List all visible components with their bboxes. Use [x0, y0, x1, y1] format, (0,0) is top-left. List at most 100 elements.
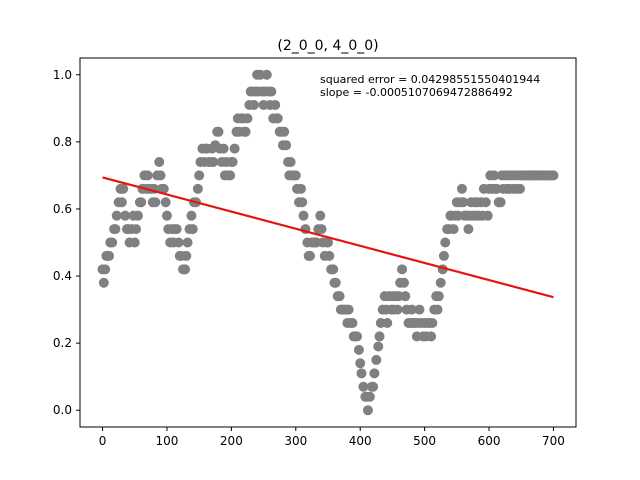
data-point: [116, 197, 127, 208]
data-point: [456, 183, 467, 194]
data-point: [186, 210, 197, 221]
data-point: [358, 381, 369, 392]
plot-area: 0 100 200 300 400 500 600 700 0.0 0.2 0.4 0.6 0.8 1.…: [53, 57, 577, 448]
x-tick-label: 100: [156, 434, 179, 448]
data-point: [438, 250, 449, 261]
data-point: [192, 183, 203, 194]
data-point: [355, 358, 366, 369]
data-point: [489, 170, 500, 181]
y-tick-label: 0.4: [53, 269, 72, 283]
data-point: [182, 237, 193, 248]
data-point: [187, 224, 198, 235]
data-point: [435, 277, 446, 288]
data-point: [351, 331, 362, 342]
data-point: [328, 264, 339, 275]
chart-title: (2_0_0, 4_0_0): [277, 38, 378, 54]
data-point: [362, 405, 373, 416]
data-point: [495, 197, 506, 208]
data-point: [353, 344, 364, 355]
x-tick-label: 500: [413, 434, 436, 448]
data-point: [218, 143, 229, 154]
data-point: [374, 331, 385, 342]
data-point: [368, 381, 379, 392]
x-tick-label: 300: [284, 434, 307, 448]
y-tick-label: 0.8: [53, 135, 72, 149]
x-tick-label: 400: [349, 434, 372, 448]
data-point: [118, 183, 129, 194]
data-point: [397, 264, 408, 275]
regression-line: [102, 176, 554, 299]
data-point: [266, 86, 277, 97]
data-point: [111, 210, 122, 221]
data-point: [129, 237, 140, 248]
y-axis: 0.0 0.2 0.4 0.6 0.8 1.0: [53, 68, 80, 417]
data-point: [132, 210, 143, 221]
data-point: [356, 368, 367, 379]
data-point: [98, 277, 109, 288]
data-point: [120, 210, 131, 221]
data-point: [440, 237, 451, 248]
data-point: [248, 99, 259, 110]
data-point: [242, 113, 253, 124]
x-axis: 0 100 200 300 400 500 600 700: [99, 427, 565, 448]
data-point: [281, 140, 292, 151]
data-point: [103, 250, 114, 261]
data-point: [324, 250, 335, 261]
data-point: [315, 210, 326, 221]
data-point: [334, 291, 345, 302]
data-point: [279, 126, 290, 137]
data-point: [463, 224, 474, 235]
data-point: [194, 170, 205, 181]
data-point: [392, 304, 403, 315]
data-point: [100, 264, 111, 275]
data-point: [400, 291, 411, 302]
data-point: [432, 304, 443, 315]
data-point: [414, 304, 425, 315]
data-point: [406, 304, 417, 315]
data-point: [158, 183, 169, 194]
data-point: [150, 197, 161, 208]
data-point: [382, 318, 393, 329]
annotation-squared-error: squared error = 0.04298551550401944: [320, 73, 540, 86]
data-point: [548, 170, 559, 181]
data-point: [261, 69, 272, 80]
data-point: [181, 250, 192, 261]
data-point: [482, 210, 493, 221]
data-point: [330, 277, 341, 288]
data-point: [399, 277, 410, 288]
data-point: [426, 331, 437, 342]
data-point: [131, 224, 142, 235]
x-tick-label: 700: [542, 434, 565, 448]
data-point: [142, 170, 153, 181]
x-tick-label: 600: [478, 434, 501, 448]
data-point: [208, 156, 219, 167]
data-point: [110, 224, 121, 235]
annotation-slope: slope = -0.0005107069472886492: [320, 86, 513, 99]
data-point: [229, 143, 240, 154]
data-point: [136, 197, 147, 208]
data-point: [272, 113, 283, 124]
data-point: [323, 237, 333, 248]
data-point: [161, 210, 172, 221]
data-point: [225, 170, 236, 181]
data-point: [304, 250, 315, 261]
data-point: [213, 126, 224, 137]
data-point: [347, 318, 358, 329]
data-point: [171, 224, 182, 235]
data-point: [514, 183, 525, 194]
data-point: [343, 304, 354, 315]
scatter-points: [97, 69, 559, 416]
x-tick-label: 200: [220, 434, 243, 448]
y-tick-label: 1.0: [53, 68, 72, 82]
data-point: [364, 391, 375, 402]
data-point: [173, 237, 184, 248]
data-point: [155, 170, 166, 181]
fit-line-layer: [102, 176, 554, 299]
data-point: [480, 197, 491, 208]
x-tick-label: 0: [99, 434, 107, 448]
data-point: [373, 341, 384, 352]
data-point: [371, 354, 382, 365]
data-point: [240, 126, 251, 137]
data-point: [160, 197, 171, 208]
